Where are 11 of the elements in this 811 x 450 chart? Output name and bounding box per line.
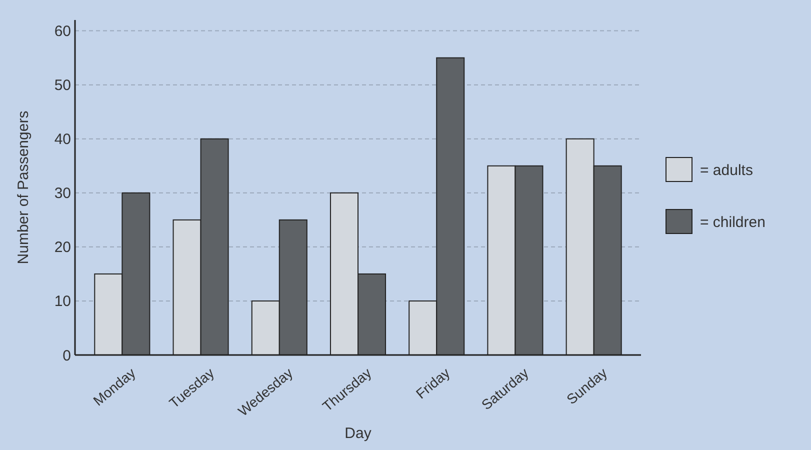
y-tick-label: 50 bbox=[54, 77, 71, 94]
legend-label: = adults bbox=[700, 162, 753, 179]
x-axis-title: Day bbox=[344, 425, 372, 442]
y-tick-label: 30 bbox=[54, 185, 71, 202]
y-tick-label: 60 bbox=[54, 23, 71, 40]
y-tick-label: 20 bbox=[54, 239, 71, 256]
y-tick-label: 40 bbox=[54, 131, 71, 148]
y-axis-title: Number of Passengers bbox=[15, 110, 32, 264]
y-tick-label: 0 bbox=[62, 347, 71, 364]
legend-label: = children bbox=[700, 214, 766, 231]
y-tick-label: 10 bbox=[54, 293, 71, 310]
